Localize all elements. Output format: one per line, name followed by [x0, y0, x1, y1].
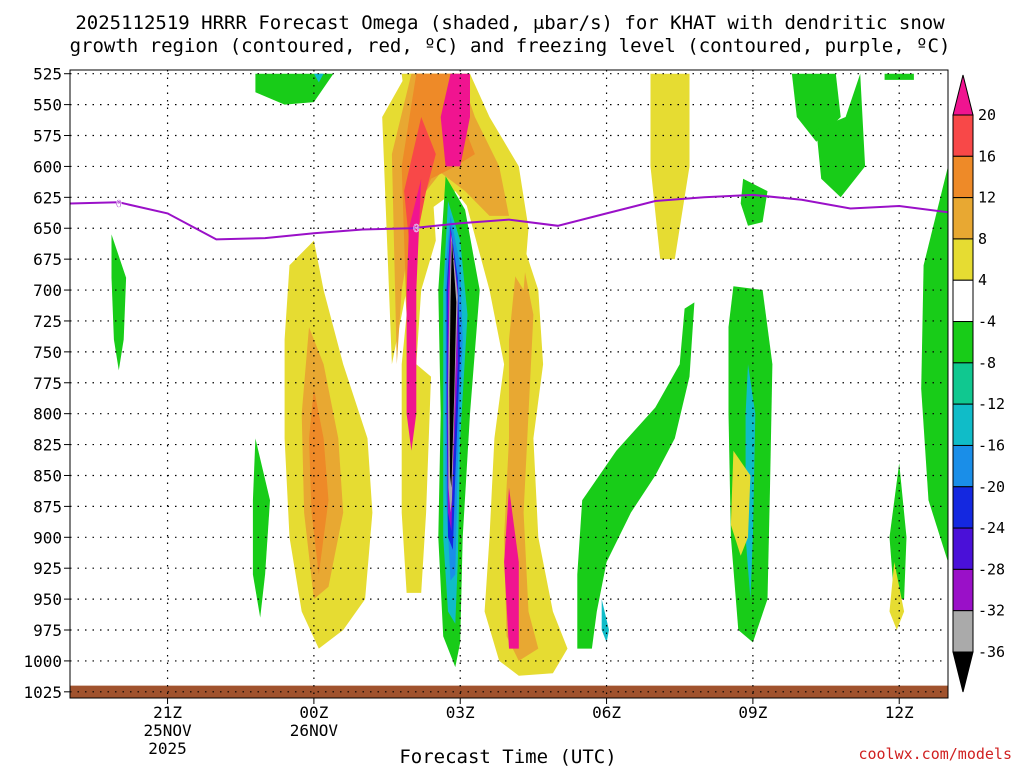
plot-frame	[69, 69, 949, 699]
y-tick-label-11: 800	[33, 405, 62, 424]
terrain-band	[70, 685, 948, 698]
colorbar-box-8	[952, 444, 974, 488]
y-tick-label-12: 825	[33, 436, 62, 455]
y-tick-label-5: 650	[33, 219, 62, 238]
colorbar-label-7: -8	[978, 354, 996, 372]
x-tick-year-0: 2025	[148, 739, 187, 758]
colorbar-box-4	[952, 279, 974, 323]
colorbar-top-triangle	[952, 74, 974, 116]
colorbar-box-0	[952, 114, 974, 157]
colorbar-bottom-triangle	[952, 651, 974, 693]
omega-region-1	[255, 73, 334, 105]
y-tick-label-19: 1000	[23, 652, 62, 671]
y-tick-label-14: 875	[33, 497, 62, 516]
y-tick-label-16: 925	[33, 559, 62, 578]
colorbar-label-9: 4	[978, 271, 987, 289]
omega-region-27	[740, 178, 768, 226]
omega-region-24	[449, 240, 457, 488]
omega-region-36	[730, 450, 751, 556]
colorbar-label-2: -28	[978, 560, 1005, 578]
omega-region-26	[601, 599, 609, 643]
y-tick-label-8: 725	[33, 312, 62, 331]
colorbar-box-6	[952, 362, 974, 405]
colorbar-label-13: 20	[978, 106, 996, 124]
colorbar-box-3	[952, 238, 974, 281]
colorbar-label-3: -24	[978, 519, 1005, 537]
chart-title-line-1: 2025112519 HRRR Forecast Omega (shaded, …	[75, 12, 945, 34]
colorbar-box-9	[952, 486, 974, 529]
x-axis-label: Forecast Time (UTC)	[399, 746, 616, 768]
colorbar-box-7	[952, 403, 974, 446]
freezing-level-label-1: 0	[413, 222, 420, 235]
colorbar-label-5: -16	[978, 436, 1005, 454]
y-tick-label-3: 600	[33, 157, 62, 176]
terrain-layer	[70, 685, 948, 698]
chart-title-line-2: growth region (contoured, red, ºC) and f…	[70, 35, 951, 57]
y-axis: 525 550 575 600 625 650 675 700 725 750 775 800 825 8…	[23, 65, 70, 702]
colorbar-label-6: -12	[978, 395, 1005, 413]
omega-region-17	[406, 178, 422, 451]
x-tick-label-2: 03Z	[446, 703, 475, 722]
omega-region-33	[921, 166, 948, 562]
y-tick-label-2: 575	[33, 127, 62, 146]
y-tick-label-4: 625	[33, 188, 62, 207]
y-tick-label-18: 975	[33, 621, 62, 640]
y-tick-label-1: 550	[33, 96, 62, 115]
omega-region-2	[313, 73, 324, 83]
colorbar-box-11	[952, 568, 974, 612]
colorbar-box-10	[952, 527, 974, 570]
colorbar-label-11: 12	[978, 189, 996, 207]
colorbar: 20 16 12 8 4 -4 -8 -12 -16 -20 -24 -28 -32 -36	[952, 74, 1005, 693]
x-tick-label-5: 12Z	[885, 703, 914, 722]
colorbar-label-10: 8	[978, 230, 987, 248]
watermark: coolwx.com/models	[858, 745, 1012, 763]
y-tick-label-9: 750	[33, 343, 62, 362]
colorbar-label-0: -36	[978, 643, 1005, 661]
y-tick-label-20: 1025	[23, 683, 62, 702]
freezing-level-label-0: 0	[115, 198, 122, 211]
x-tick-label-4: 09Z	[738, 703, 767, 722]
freezing-level-line	[70, 193, 948, 241]
colorbar-box-5	[952, 321, 974, 364]
x-tick-label-0: 21Z	[153, 703, 182, 722]
omega-shading-layer	[111, 73, 948, 676]
y-tick-label-17: 950	[33, 590, 62, 609]
omega-region-35	[889, 562, 905, 630]
y-tick-label-7: 700	[33, 281, 62, 300]
y-tick-label-6: 675	[33, 250, 62, 269]
colorbar-box-1	[952, 155, 974, 199]
colorbar-box-2	[952, 197, 974, 240]
omega-region-4	[252, 438, 270, 618]
omega-region-11	[504, 487, 519, 649]
colorbar-label-1: -32	[978, 602, 1005, 620]
y-tick-label-13: 850	[33, 466, 62, 485]
freezing-level-layer: 00	[70, 193, 948, 241]
x-tick-date-1: 26NOV	[290, 721, 339, 740]
omega-region-32	[884, 73, 914, 80]
x-tick-date-0: 25NOV	[143, 721, 192, 740]
colorbar-box-12	[952, 610, 974, 653]
x-tick-label-1: 00Z	[299, 703, 328, 722]
colorbar-label-4: -20	[978, 478, 1005, 496]
omega-region-34	[889, 463, 907, 600]
x-tick-label-3: 06Z	[592, 703, 621, 722]
y-tick-label-10: 775	[33, 374, 62, 393]
omega-region-25	[577, 302, 695, 649]
y-tick-label-15: 900	[33, 528, 62, 547]
colorbar-label-12: 16	[978, 147, 996, 165]
omega-region-16	[440, 73, 470, 167]
omega-region-3	[111, 234, 127, 371]
colorbar-label-8: -4	[978, 313, 996, 331]
y-tick-label-0: 525	[33, 65, 62, 84]
